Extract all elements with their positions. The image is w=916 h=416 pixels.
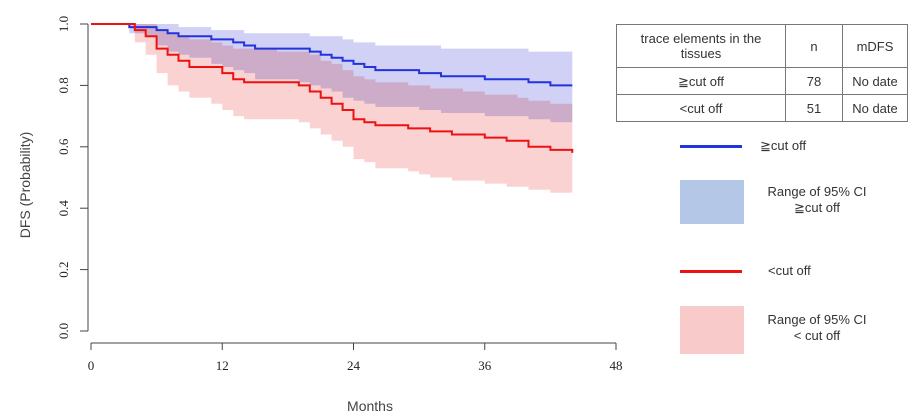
curve-high	[91, 23, 573, 87]
legend-label-high: ≧cut off	[760, 138, 807, 153]
table-cell: 51	[785, 94, 843, 122]
legend-label-line: Range of 95% CI	[767, 312, 867, 327]
table-header-row: trace elements in the tissues n mDFS	[616, 24, 908, 68]
y-tick-label: 0.0	[56, 323, 71, 339]
survival-curves	[91, 23, 574, 153]
legend-line-low	[680, 270, 742, 273]
table-cell: No date	[842, 94, 908, 122]
y-tick-label: 1.0	[56, 16, 71, 32]
y-tick-label: 0.2	[56, 261, 71, 277]
y-ticks: 0.0 0.2 0.4 0.6 0.8 1.0	[56, 16, 88, 339]
x-ticks: 0 12 24 36 48	[88, 343, 623, 373]
table-cell: 78	[785, 67, 843, 95]
x-tick-label: 24	[347, 358, 361, 373]
x-tick-label: 12	[216, 358, 229, 373]
curve-low	[91, 23, 574, 153]
legend-swatch-ci-low	[680, 306, 744, 354]
x-tick-label: 36	[478, 358, 492, 373]
table-cell: <cut off	[616, 94, 786, 122]
legend-label-line: ≧cut off	[793, 200, 841, 215]
table-header-cell: mDFS	[842, 24, 908, 68]
legend-label-ci-high: Range of 95% CI ≧cut off	[752, 184, 882, 216]
legend-label-line: Range of 95% CI	[767, 184, 867, 199]
table-header-cell: trace elements in the tissues	[616, 24, 786, 68]
table-cell: No date	[842, 67, 908, 95]
x-tick-label: 0	[88, 358, 95, 373]
y-axis-title: DFS (Probability)	[17, 132, 33, 239]
table-header-cell: n	[785, 24, 843, 68]
summary-table: trace elements in the tissues n mDFS ≧cu…	[616, 24, 908, 122]
x-tick-label: 48	[610, 358, 623, 373]
y-tick-label: 0.8	[56, 77, 71, 93]
table-row: ≧cut off 78 No date	[616, 67, 908, 95]
legend-label-low: <cut off	[768, 263, 811, 278]
y-tick-label: 0.6	[56, 138, 71, 155]
legend-swatch-ci-high	[680, 180, 744, 224]
legend-label-line: < cut off	[793, 328, 841, 343]
table-cell: ≧cut off	[616, 67, 786, 95]
y-tick-label: 0.4	[56, 200, 71, 217]
table-row: <cut off 51 No date	[616, 94, 908, 122]
x-axis-title: Months	[347, 398, 393, 414]
legend-label-ci-low: Range of 95% CI < cut off	[752, 312, 882, 344]
legend-line-high	[680, 145, 742, 148]
